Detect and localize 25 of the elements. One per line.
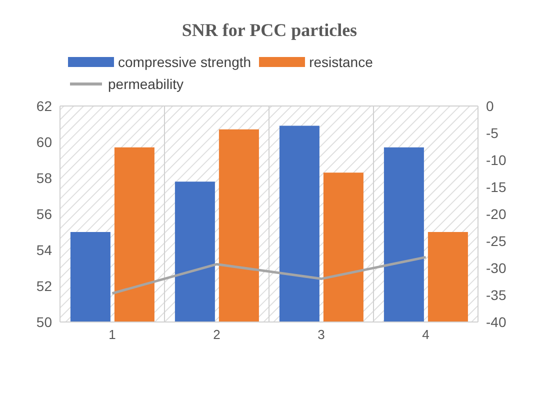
x-tick-label: 2 (213, 327, 220, 342)
chart-title: SNR for PCC particles (180, 19, 358, 42)
y-tick-label: 56 (36, 206, 52, 222)
y2-tick-label: -40 (486, 314, 506, 330)
y-tick-label: 60 (36, 134, 52, 150)
x-tick-label: 1 (108, 327, 116, 342)
legend-label: resistance (309, 54, 373, 70)
y2-tick-label: -35 (486, 286, 506, 303)
y2-tick-label: -5 (486, 124, 499, 141)
y2-tick-label: -20 (486, 206, 506, 222)
y-tick-label: 50 (36, 314, 52, 330)
legend-label: permeability (108, 76, 184, 92)
x-tick-label: 3 (318, 327, 325, 342)
line-series (111, 256, 427, 295)
x-tick-label: 4 (422, 327, 430, 342)
y-tick-label: 54 (36, 242, 52, 258)
legend-label: compressive strength (118, 54, 252, 70)
y-tick-label: 52 (36, 278, 52, 294)
y2-tick-label: -15 (486, 178, 506, 195)
y2-tick-label: -30 (486, 260, 506, 276)
y-tick-label: 62 (36, 98, 52, 114)
y2-tick-label: -25 (486, 232, 506, 249)
y2-tick-label: 0 (486, 98, 494, 114)
y-tick-label: 58 (36, 170, 52, 186)
y2-tick-label: -10 (486, 152, 506, 168)
